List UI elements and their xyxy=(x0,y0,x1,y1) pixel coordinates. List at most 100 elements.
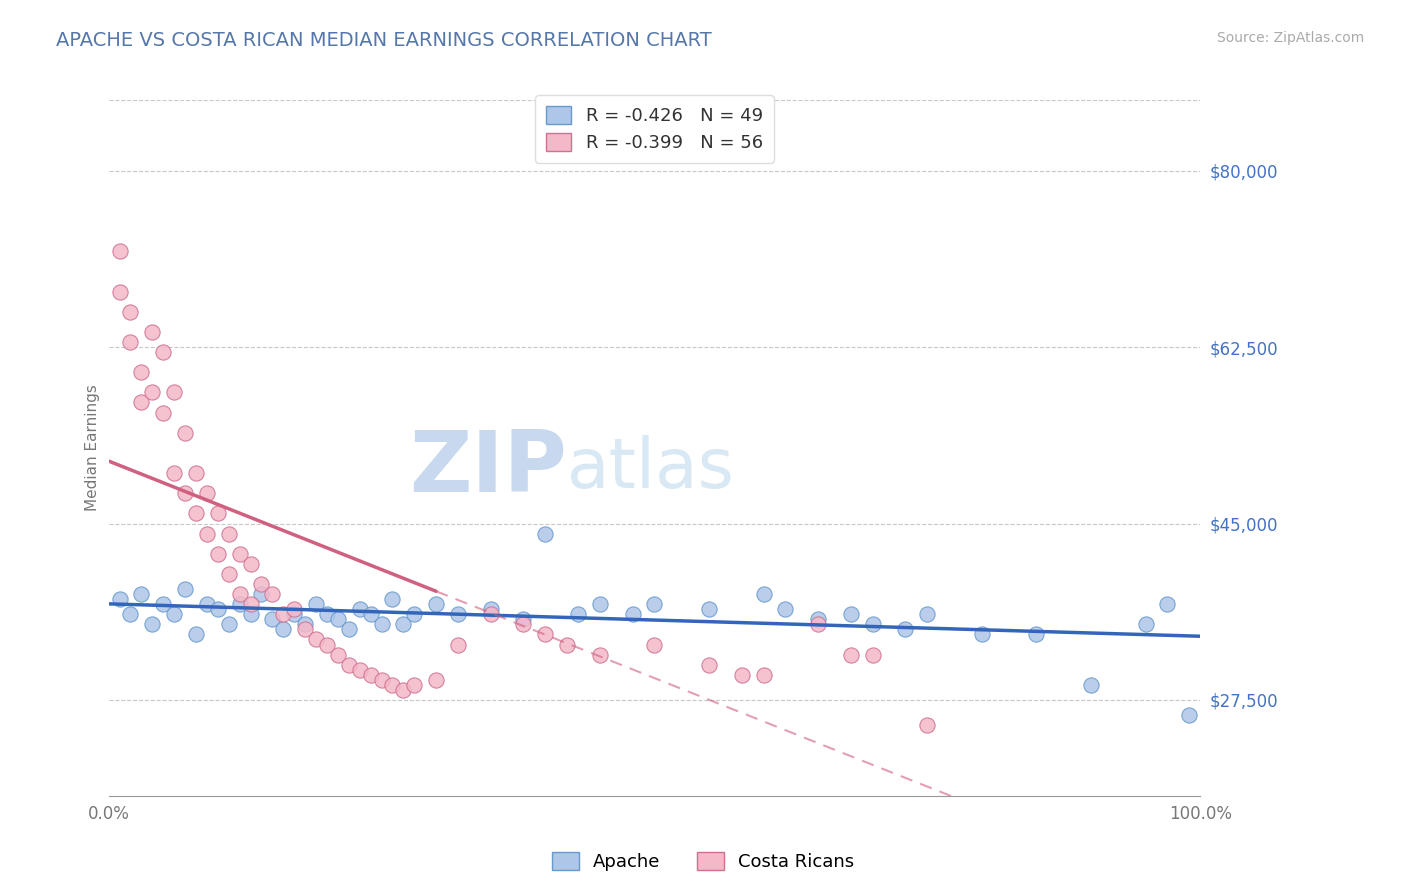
Point xyxy=(218,526,240,541)
Point xyxy=(184,507,207,521)
Point xyxy=(283,602,305,616)
Point xyxy=(141,385,163,400)
Point xyxy=(195,597,218,611)
Point xyxy=(917,607,939,622)
Point xyxy=(184,627,207,641)
Point xyxy=(326,648,349,662)
Point xyxy=(120,607,142,622)
Point xyxy=(894,623,917,637)
Point xyxy=(404,678,426,692)
Point xyxy=(697,602,720,616)
Point xyxy=(316,638,339,652)
Point xyxy=(425,597,447,611)
Point xyxy=(141,325,163,339)
Point xyxy=(184,466,207,480)
Point xyxy=(862,648,884,662)
Legend: R = -0.426   N = 49, R = -0.399   N = 56: R = -0.426 N = 49, R = -0.399 N = 56 xyxy=(536,95,773,162)
Point xyxy=(218,617,240,632)
Point xyxy=(1178,708,1201,723)
Point xyxy=(479,607,502,622)
Point xyxy=(360,667,382,681)
Point xyxy=(174,486,197,500)
Point xyxy=(370,617,392,632)
Point xyxy=(271,623,294,637)
Point xyxy=(349,602,371,616)
Point xyxy=(360,607,382,622)
Point xyxy=(1135,617,1157,632)
Point xyxy=(131,587,153,601)
Point xyxy=(174,582,197,596)
Point xyxy=(392,682,415,697)
Legend: Apache, Costa Ricans: Apache, Costa Ricans xyxy=(544,845,862,879)
Point xyxy=(316,607,339,622)
Point xyxy=(337,657,360,672)
Point xyxy=(1080,678,1102,692)
Point xyxy=(643,638,665,652)
Point xyxy=(392,617,415,632)
Point xyxy=(381,678,404,692)
Point xyxy=(512,617,534,632)
Text: ZIP: ZIP xyxy=(409,427,567,510)
Point xyxy=(337,623,360,637)
Point xyxy=(370,673,392,687)
Point xyxy=(207,602,229,616)
Point xyxy=(534,526,557,541)
Point xyxy=(294,623,316,637)
Point xyxy=(425,673,447,687)
Point xyxy=(970,627,993,641)
Text: atlas: atlas xyxy=(567,435,735,502)
Point xyxy=(152,406,174,420)
Point xyxy=(731,667,754,681)
Point xyxy=(218,566,240,581)
Point xyxy=(349,663,371,677)
Point xyxy=(250,587,273,601)
Text: Source: ZipAtlas.com: Source: ZipAtlas.com xyxy=(1216,31,1364,45)
Point xyxy=(120,304,142,318)
Point xyxy=(447,607,470,622)
Point xyxy=(621,607,644,622)
Point xyxy=(1025,627,1047,641)
Point xyxy=(589,597,612,611)
Point xyxy=(697,657,720,672)
Point xyxy=(534,627,557,641)
Point xyxy=(807,617,830,632)
Point xyxy=(555,638,578,652)
Point xyxy=(131,365,153,379)
Point xyxy=(108,285,131,299)
Point xyxy=(447,638,470,652)
Point xyxy=(839,607,862,622)
Point xyxy=(262,612,284,626)
Point xyxy=(228,547,250,561)
Point xyxy=(239,557,262,571)
Point xyxy=(917,718,939,732)
Point xyxy=(163,385,186,400)
Point xyxy=(643,597,665,611)
Point xyxy=(207,507,229,521)
Point xyxy=(108,244,131,259)
Point xyxy=(141,617,163,632)
Point xyxy=(404,607,426,622)
Point xyxy=(305,597,328,611)
Point xyxy=(163,607,186,622)
Point xyxy=(195,526,218,541)
Point xyxy=(862,617,884,632)
Point xyxy=(775,602,797,616)
Point xyxy=(1156,597,1178,611)
Point xyxy=(228,597,250,611)
Text: APACHE VS COSTA RICAN MEDIAN EARNINGS CORRELATION CHART: APACHE VS COSTA RICAN MEDIAN EARNINGS CO… xyxy=(56,31,711,50)
Point xyxy=(589,648,612,662)
Point xyxy=(839,648,862,662)
Point xyxy=(228,587,250,601)
Point xyxy=(283,607,305,622)
Y-axis label: Median Earnings: Median Earnings xyxy=(86,384,100,511)
Point xyxy=(239,607,262,622)
Point xyxy=(163,466,186,480)
Point xyxy=(512,612,534,626)
Point xyxy=(152,597,174,611)
Point xyxy=(381,592,404,607)
Point xyxy=(207,547,229,561)
Point xyxy=(131,395,153,409)
Point xyxy=(262,587,284,601)
Point xyxy=(239,597,262,611)
Point xyxy=(195,486,218,500)
